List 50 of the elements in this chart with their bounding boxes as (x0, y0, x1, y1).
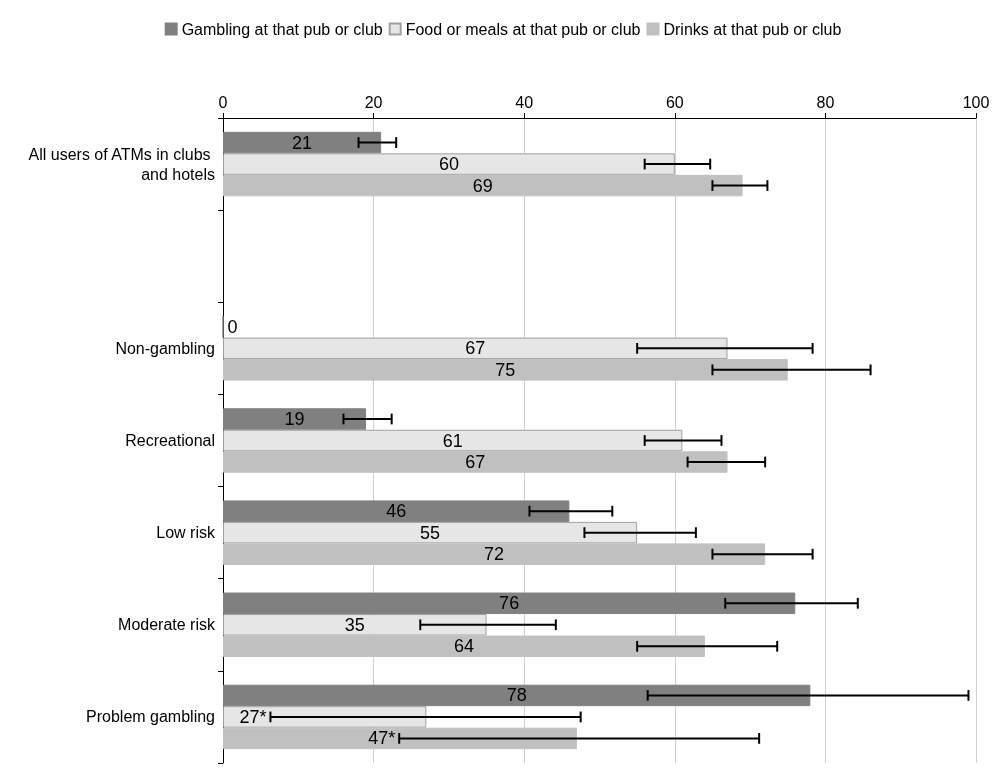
legend-label: Gambling at that pub or club (181, 20, 383, 38)
x-tick-label: 20 (364, 93, 383, 111)
y-tick-label: Moderate risk (118, 616, 216, 634)
data-label: 76 (499, 593, 520, 614)
data-label: 60 (438, 154, 459, 175)
bar (223, 174, 743, 197)
data-label: 27* (239, 706, 267, 727)
bar (223, 337, 728, 360)
y-tick-label: All users of ATMs in clubs and hotels (28, 145, 215, 183)
data-label: 67 (465, 452, 486, 472)
bar (223, 727, 577, 750)
data-label: 67 (465, 338, 486, 359)
data-label: 55 (420, 522, 441, 543)
x-tick-label: 80 (816, 93, 835, 111)
x-tick-label: 0 (218, 93, 228, 111)
x-tick-label: 100 (962, 93, 990, 111)
data-label: 47* (368, 728, 396, 749)
bar (223, 543, 766, 565)
bar (223, 500, 570, 522)
legend-label: Food or meals at that pub or club (405, 20, 641, 38)
bar (223, 684, 811, 707)
data-label: 61 (442, 430, 463, 451)
y-tick-label: Recreational (125, 432, 215, 449)
data-label: 46 (386, 501, 407, 522)
bar (223, 359, 788, 381)
data-label: 21 (292, 132, 313, 153)
bar (223, 451, 728, 473)
bar (223, 706, 427, 728)
bar (223, 614, 487, 636)
x-tick-label: 60 (665, 93, 684, 111)
data-label: 78 (506, 685, 527, 706)
y-tick-label: Low risk (156, 524, 216, 542)
x-tick-label: 40 (515, 93, 534, 111)
data-label: 19 (284, 409, 305, 429)
bar (223, 131, 382, 154)
bar (223, 592, 796, 615)
y-tick-label: Non-gambling (115, 339, 215, 357)
data-label: 75 (495, 359, 516, 380)
legend-label: Drinks at that pub or club (663, 20, 842, 38)
data-label: 64 (453, 636, 474, 657)
data-label: 35 (344, 614, 365, 635)
bar (223, 521, 638, 544)
y-tick-label: Problem gambling (86, 708, 215, 726)
bar (223, 429, 683, 452)
bar (223, 635, 705, 658)
data-label: 72 (484, 544, 505, 565)
data-label: 69 (472, 175, 493, 196)
bar (223, 408, 367, 430)
data-label: 0 (227, 316, 238, 337)
bar (223, 153, 675, 175)
